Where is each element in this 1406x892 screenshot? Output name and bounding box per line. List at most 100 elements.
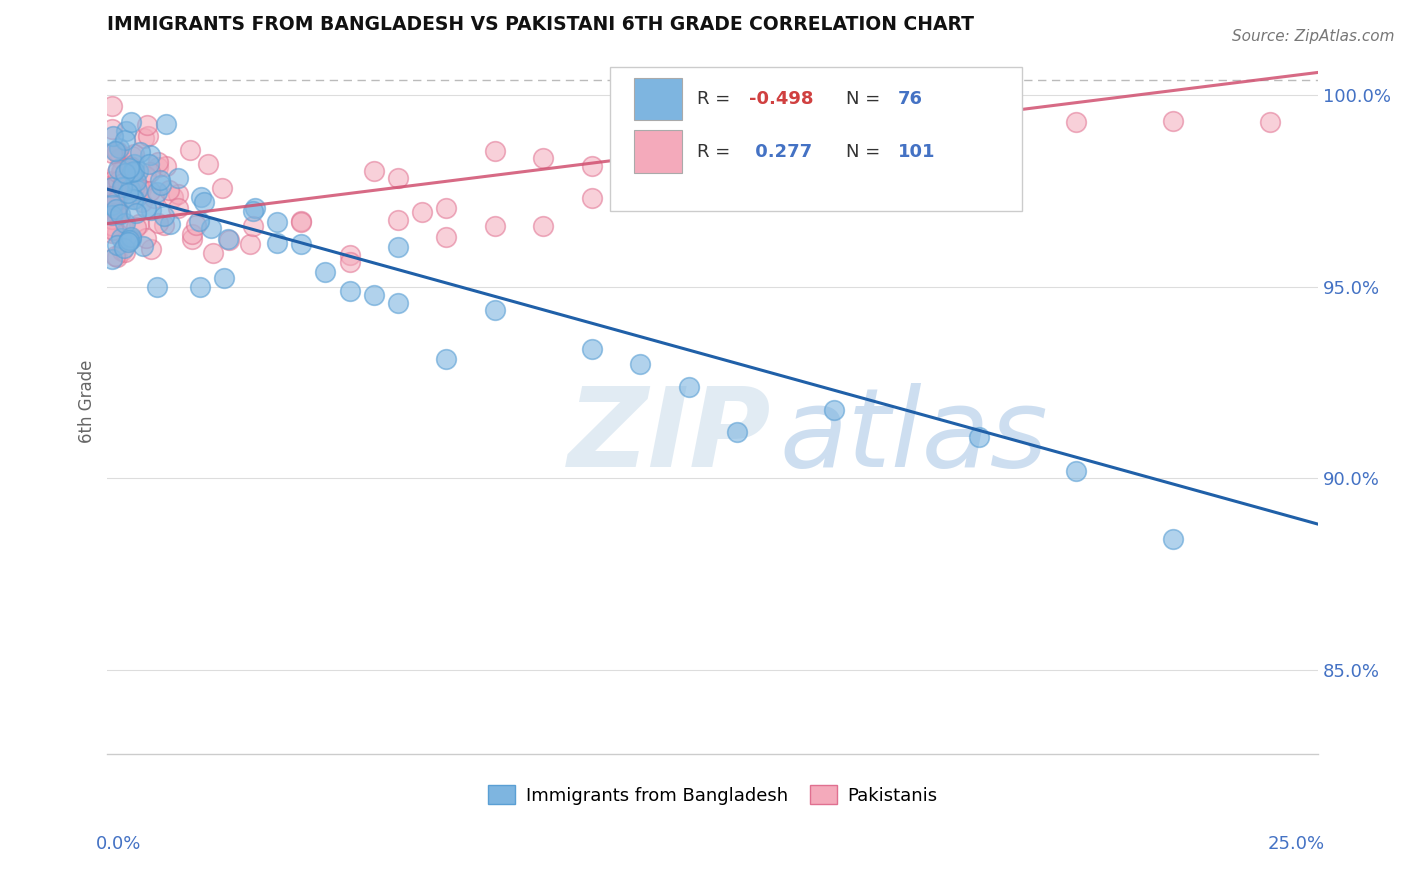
Point [153,209,176,223]
Point [581,191,603,205]
FancyBboxPatch shape [610,67,1022,211]
Point [411,204,433,219]
Point [141,203,163,218]
Point [212,271,235,285]
Point [101,129,124,144]
Point [142,191,165,205]
Point [1161,532,1184,546]
Point [531,219,554,234]
Point [120,230,142,244]
Point [110,231,132,245]
Point [159,183,181,197]
Text: ZIP: ZIP [568,384,770,491]
Point [101,174,124,188]
Point [363,164,385,178]
Point [188,213,211,227]
Point [135,169,157,184]
Point [117,186,139,200]
Point [1064,115,1087,129]
Point [118,181,141,195]
Point [101,219,124,233]
Point [120,232,142,246]
Point [145,279,167,293]
Point [101,99,124,113]
Point [101,208,124,222]
Point [181,227,204,242]
Point [146,155,169,169]
Point [117,161,139,176]
Point [118,233,141,247]
Point [150,178,173,193]
Text: R =: R = [697,143,735,161]
Text: 0.0%: 0.0% [96,835,141,853]
Point [678,138,700,153]
Point [125,205,148,219]
Point [387,240,409,254]
Point [101,205,124,219]
Point [290,236,312,251]
Point [128,181,150,195]
Point [217,232,239,246]
Point [104,144,127,158]
Point [290,215,312,229]
FancyBboxPatch shape [634,78,682,120]
Point [101,180,124,194]
Point [139,242,162,256]
Text: -0.498: -0.498 [749,89,814,108]
Point [239,236,262,251]
Point [103,249,125,263]
Point [111,244,134,258]
Text: IMMIGRANTS FROM BANGLADESH VS PAKISTANI 6TH GRADE CORRELATION CHART: IMMIGRANTS FROM BANGLADESH VS PAKISTANI … [107,15,974,34]
Point [190,189,212,203]
Point [111,164,134,178]
Point [314,265,336,279]
Point [101,178,124,193]
Point [434,230,457,244]
Point [105,207,128,221]
Point [105,202,128,217]
Text: 76: 76 [898,89,922,108]
Point [107,162,129,177]
Point [105,165,128,179]
Point [107,145,129,160]
Point [117,190,139,204]
Text: 101: 101 [898,143,935,161]
Point [628,357,651,371]
Point [118,159,141,173]
Point [245,201,267,215]
Point [101,121,124,136]
Point [101,192,124,206]
Point [101,206,124,220]
Point [135,201,157,215]
Point [125,174,148,188]
Point [678,158,700,172]
Point [155,159,177,173]
Point [121,164,143,178]
Point [120,160,142,174]
Point [114,133,136,147]
Point [188,280,211,294]
Point [114,166,136,180]
Point [111,180,134,194]
Point [872,157,894,171]
Point [110,164,132,178]
Point [149,173,172,187]
Point [132,238,155,252]
Point [105,194,128,208]
Point [101,227,124,241]
Point [725,425,748,439]
Point [387,295,409,310]
Point [117,178,139,192]
Point [146,185,169,199]
Point [104,204,127,219]
Text: R =: R = [697,89,735,108]
Point [105,250,128,264]
Point [127,164,149,178]
Point [124,179,146,194]
Point [290,214,312,228]
Point [105,237,128,252]
Point [105,202,128,217]
Point [179,144,201,158]
Point [387,213,409,227]
Point [967,176,990,190]
